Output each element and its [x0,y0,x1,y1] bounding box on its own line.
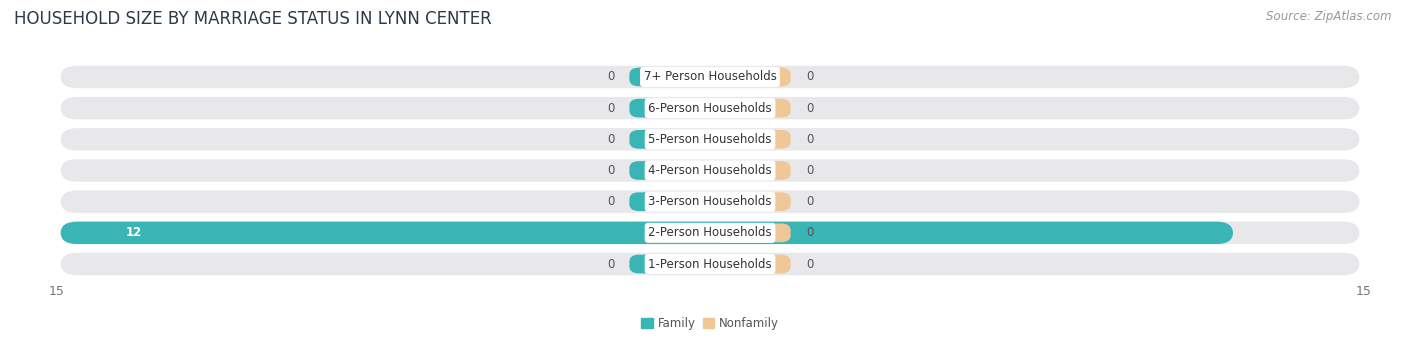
Text: 0: 0 [607,71,614,84]
Text: 0: 0 [806,164,813,177]
FancyBboxPatch shape [630,68,707,86]
Text: 0: 0 [806,226,813,239]
Text: 0: 0 [806,257,813,270]
FancyBboxPatch shape [630,255,707,273]
FancyBboxPatch shape [630,99,707,118]
Text: 0: 0 [806,133,813,146]
FancyBboxPatch shape [713,255,790,273]
Text: 0: 0 [607,102,614,115]
FancyBboxPatch shape [630,161,707,180]
FancyBboxPatch shape [713,192,790,211]
FancyBboxPatch shape [60,159,1360,182]
Text: 0: 0 [607,133,614,146]
FancyBboxPatch shape [60,191,1360,213]
FancyBboxPatch shape [630,192,707,211]
Text: 0: 0 [607,164,614,177]
Text: 0: 0 [806,102,813,115]
Text: 7+ Person Households: 7+ Person Households [644,71,776,84]
FancyBboxPatch shape [60,97,1360,119]
FancyBboxPatch shape [60,222,1360,244]
Text: 1-Person Households: 1-Person Households [648,257,772,270]
Text: 2-Person Households: 2-Person Households [648,226,772,239]
FancyBboxPatch shape [60,253,1360,275]
FancyBboxPatch shape [713,130,790,149]
Text: 0: 0 [806,71,813,84]
FancyBboxPatch shape [630,130,707,149]
Text: 0: 0 [607,195,614,208]
Text: 12: 12 [127,226,142,239]
Text: 0: 0 [607,257,614,270]
FancyBboxPatch shape [60,128,1360,150]
FancyBboxPatch shape [60,66,1360,88]
FancyBboxPatch shape [713,99,790,118]
Text: 6-Person Households: 6-Person Households [648,102,772,115]
FancyBboxPatch shape [60,222,1233,244]
FancyBboxPatch shape [713,68,790,86]
Text: 4-Person Households: 4-Person Households [648,164,772,177]
Text: Source: ZipAtlas.com: Source: ZipAtlas.com [1267,10,1392,23]
Text: HOUSEHOLD SIZE BY MARRIAGE STATUS IN LYNN CENTER: HOUSEHOLD SIZE BY MARRIAGE STATUS IN LYN… [14,10,492,28]
FancyBboxPatch shape [713,161,790,180]
Text: 5-Person Households: 5-Person Households [648,133,772,146]
Text: 3-Person Households: 3-Person Households [648,195,772,208]
FancyBboxPatch shape [713,223,790,242]
Text: 0: 0 [806,195,813,208]
Legend: Family, Nonfamily: Family, Nonfamily [637,312,783,335]
